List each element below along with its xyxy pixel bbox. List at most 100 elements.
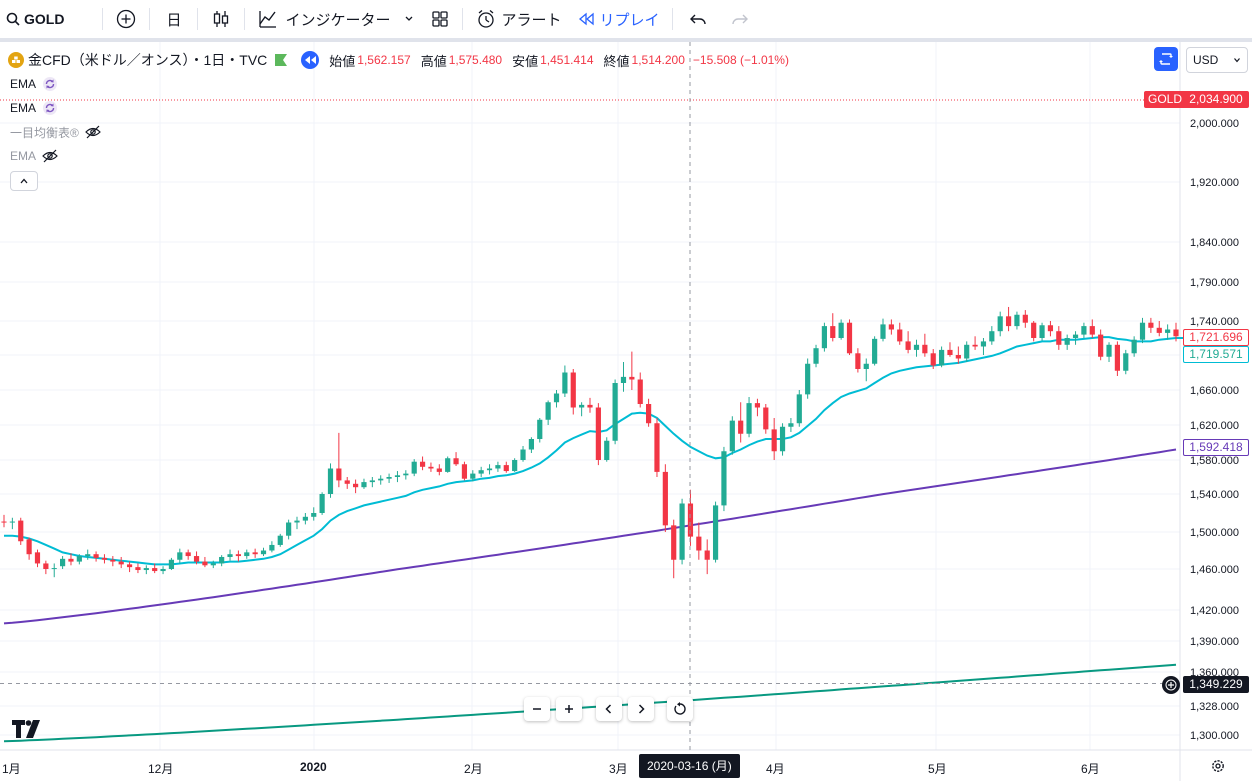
candle <box>361 478 367 489</box>
candle <box>277 533 283 547</box>
plus-icon <box>565 705 573 713</box>
candle-body <box>277 535 283 545</box>
currency-select[interactable]: USD <box>1186 47 1248 73</box>
candle-body <box>980 341 987 347</box>
candle-body <box>528 439 534 450</box>
toolbar-divider <box>671 8 673 30</box>
add-circle-icon <box>117 9 136 29</box>
candle <box>604 437 610 462</box>
price-tick-label: 1,460.000 <box>1190 564 1239 576</box>
top-toolbar: GOLD 日 インジケーター アラート リプレイ <box>0 0 1252 38</box>
candle-body <box>1 521 7 523</box>
candle <box>947 342 953 357</box>
refresh-icon[interactable] <box>42 76 58 92</box>
candle-body <box>26 539 32 555</box>
tradingview-logo[interactable] <box>12 720 44 738</box>
candle <box>805 358 811 399</box>
add-alert-icon[interactable] <box>1162 676 1180 694</box>
rewind-icon[interactable] <box>301 51 320 69</box>
interval-button[interactable]: 日 <box>154 0 193 38</box>
refresh-icon[interactable] <box>42 100 58 116</box>
candle-body <box>897 329 903 342</box>
symbol-title[interactable]: 金CFD（米ドル／オンス）・1日・TVC <box>28 52 268 68</box>
symbol-search-button[interactable]: GOLD <box>0 0 72 38</box>
undo-button[interactable] <box>677 0 719 38</box>
candle <box>210 560 216 569</box>
reset-chart-button[interactable] <box>667 697 693 721</box>
candle-body <box>302 516 308 521</box>
candle-body <box>687 503 694 537</box>
candle <box>126 561 133 573</box>
candle <box>1 514 7 528</box>
candle-body <box>612 383 618 441</box>
indicator-ema-1[interactable]: EMA <box>10 74 58 94</box>
candle <box>403 470 409 480</box>
price-tick-label: 2,000.000 <box>1190 118 1239 130</box>
candle-body <box>537 419 543 439</box>
ema-lines <box>3 336 1185 743</box>
indicators-button[interactable]: インジケーター <box>249 0 422 38</box>
indicator-ema-2[interactable]: EMA <box>10 98 58 118</box>
candle-body <box>110 559 116 562</box>
chart-pane[interactable]: 1,300.000 1,328.000 1,360.000 1,390.000 1,42… <box>0 42 1252 781</box>
candle <box>1022 310 1028 328</box>
indicator-ichimoku[interactable]: 一目均衡表® <box>10 122 101 142</box>
zoom-in-button[interactable] <box>556 697 582 721</box>
candle <box>771 418 777 460</box>
candle <box>1156 321 1162 337</box>
candle-body <box>771 429 777 452</box>
zoom-out-button[interactable] <box>524 697 550 721</box>
price-tick-label: 1,620.000 <box>1190 420 1239 432</box>
chart-type-button[interactable] <box>202 0 240 38</box>
replay-button[interactable]: リプレイ <box>570 0 668 38</box>
toolbar-divider <box>149 8 151 30</box>
eye-off-icon[interactable] <box>84 125 101 139</box>
layouts-button[interactable] <box>422 0 458 38</box>
candle-body <box>830 326 836 338</box>
candle <box>570 369 576 415</box>
candle <box>269 541 275 553</box>
candle-body <box>202 561 208 566</box>
candle-body <box>729 420 735 452</box>
auto-fit-button[interactable] <box>1154 47 1178 71</box>
candle-body <box>1056 331 1062 345</box>
candle <box>110 556 116 567</box>
gear-icon[interactable] <box>1210 758 1226 774</box>
candle-body <box>227 554 233 557</box>
candle <box>1056 326 1062 350</box>
candle-body <box>1123 353 1129 371</box>
redo-button[interactable] <box>719 0 761 38</box>
gold-price-tag-value: 2,034.900 <box>1183 91 1249 108</box>
candle <box>1005 306 1012 332</box>
candle <box>528 437 534 453</box>
candle <box>152 563 158 574</box>
candle <box>537 418 543 443</box>
candle-body <box>520 449 526 460</box>
scroll-right-button[interactable] <box>628 697 654 721</box>
alert-button[interactable]: アラート <box>467 0 569 38</box>
close-label: 終値 <box>603 53 630 69</box>
time-axis-label: 3月 <box>609 762 628 776</box>
candle <box>51 563 57 578</box>
indicator-ema-3[interactable]: EMA <box>10 146 58 166</box>
candle <box>478 466 484 477</box>
scroll-left-button[interactable] <box>596 697 622 721</box>
collapse-legend-button[interactable] <box>10 171 38 191</box>
candle-body <box>445 458 451 472</box>
candle-body <box>880 324 886 339</box>
eye-off-icon[interactable] <box>42 149 58 163</box>
candle-body <box>512 460 518 472</box>
chart-legend: 金CFD（米ドル／オンス）・1日・TVC 始値 1,562.157 高値 1,5… <box>8 50 789 70</box>
price-chart[interactable]: 1,300.0001,328.0001,360.0001,390.0001,42… <box>0 42 1252 781</box>
time-axis-label: 4月 <box>766 762 785 776</box>
undo-icon <box>689 14 706 25</box>
candle-body <box>888 324 894 330</box>
candle <box>704 539 710 575</box>
candle <box>294 516 300 530</box>
candle-body <box>1031 322 1037 338</box>
compare-button[interactable] <box>107 0 145 38</box>
candle <box>135 563 141 574</box>
chevron-down-icon <box>406 16 413 21</box>
time-axis-label: 2020 <box>300 760 327 774</box>
time-axis-label: 12月 <box>148 762 174 776</box>
